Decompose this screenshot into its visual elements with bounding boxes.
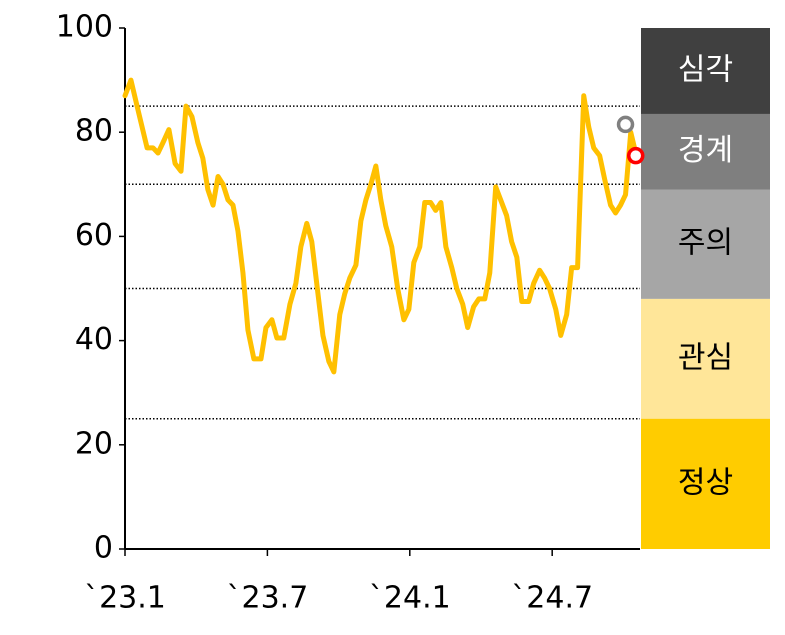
y-tick-label: 20 [75,426,113,461]
band-label: 관심 [678,340,733,375]
y-tick-label: 60 [75,218,113,253]
band [641,418,770,549]
y-tick-label: 100 [56,10,113,45]
band [641,298,770,419]
x-tick-label: `23.1 [84,581,166,616]
x-tick-label: `23.7 [226,581,308,616]
y-tick-label: 0 [94,531,113,566]
band [641,189,770,299]
marker [626,146,645,165]
x-tick-label: `24.1 [369,581,451,616]
band [641,28,770,114]
band-label: 심각 [678,52,733,87]
y-tick-label: 40 [75,322,113,357]
band-label: 주의 [678,226,733,261]
marker [616,115,635,134]
x-tick-label: `24.7 [511,581,593,616]
line [122,77,639,375]
y-tick-label: 80 [75,114,113,149]
band-label: 경계 [678,133,733,168]
band [641,113,770,190]
band-label: 정상 [678,465,733,500]
